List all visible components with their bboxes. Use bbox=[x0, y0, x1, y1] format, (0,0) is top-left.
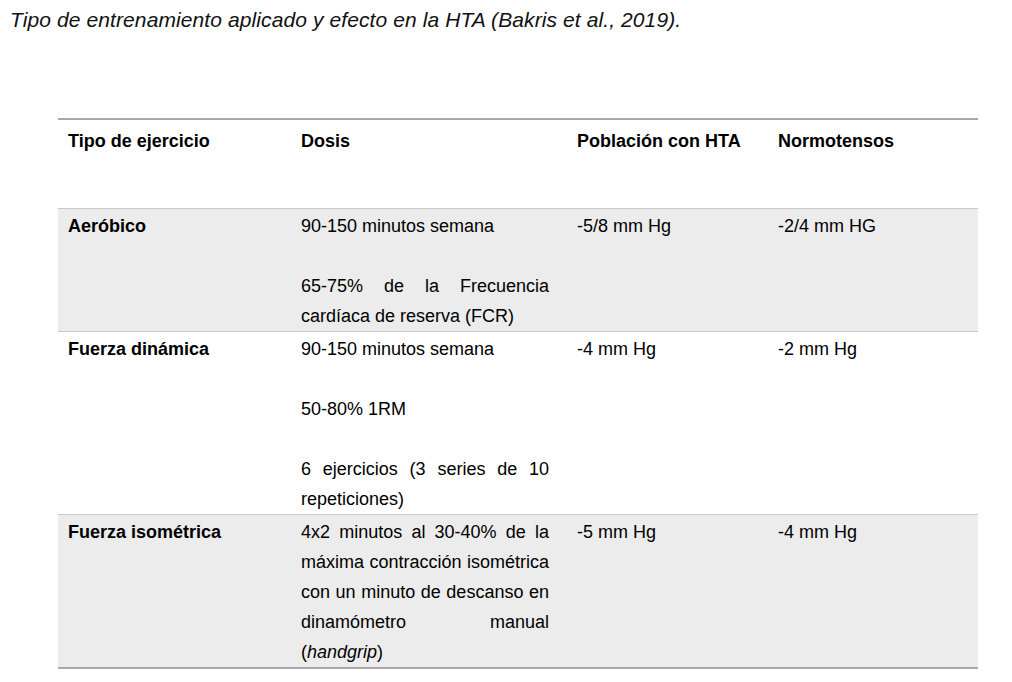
col-header-normotensos: Normotensos bbox=[768, 119, 978, 209]
table-row-fuerza-dinamica: Fuerza dinámica 90-150 minutos semana 50… bbox=[58, 332, 978, 515]
dosis-paragraph: 90-150 minutos semana bbox=[301, 211, 549, 241]
document-page: Tipo de entrenamiento aplicado y efecto … bbox=[0, 0, 1012, 682]
cell-tipo-ejercicio: Fuerza isométrica bbox=[58, 515, 291, 669]
col-header-poblacion-con-hta: Población con HTA bbox=[567, 119, 768, 209]
cell-normotensos: -2/4 mm HG bbox=[768, 209, 978, 332]
cell-tipo-ejercicio: Fuerza dinámica bbox=[58, 332, 291, 515]
dosis-text: ) bbox=[377, 642, 383, 662]
cell-poblacion-hta: -5/8 mm Hg bbox=[567, 209, 768, 332]
cell-dosis: 90-150 minutos semana 50-80% 1RM 6 ejerc… bbox=[291, 332, 567, 515]
dosis-text: 4x2 minutos al 30-40% de la máxima contr… bbox=[301, 522, 549, 662]
col-header-tipo-de-ejercicio: Tipo de ejercicio bbox=[58, 119, 291, 209]
cell-tipo-ejercicio: Aeróbico bbox=[58, 209, 291, 332]
header-row: Tipo de ejercicio Dosis Población con HT… bbox=[58, 119, 978, 209]
training-effects-table: Tipo de ejercicio Dosis Población con HT… bbox=[58, 118, 978, 669]
cell-dosis: 4x2 minutos al 30-40% de la máxima contr… bbox=[291, 515, 567, 669]
table-row-fuerza-isometrica: Fuerza isométrica 4x2 minutos al 30-40% … bbox=[58, 515, 978, 669]
dosis-paragraph: 50-80% 1RM bbox=[301, 394, 549, 424]
handgrip-italic-term: handgrip bbox=[307, 642, 377, 662]
dosis-paragraph: 4x2 minutos al 30-40% de la máxima contr… bbox=[301, 517, 549, 667]
dosis-paragraph: 6 ejercicios (3 series de 10 repeticione… bbox=[301, 454, 549, 514]
dosis-paragraph: 65-75% de la Frecuencia cardíaca de rese… bbox=[301, 271, 549, 331]
cell-normotensos: -4 mm Hg bbox=[768, 515, 978, 669]
cell-dosis: 90-150 minutos semana 65-75% de la Frecu… bbox=[291, 209, 567, 332]
col-header-dosis: Dosis bbox=[291, 119, 567, 209]
cell-poblacion-hta: -4 mm Hg bbox=[567, 332, 768, 515]
dosis-paragraph: 90-150 minutos semana bbox=[301, 334, 549, 364]
cell-normotensos: -2 mm Hg bbox=[768, 332, 978, 515]
cell-poblacion-hta: -5 mm Hg bbox=[567, 515, 768, 669]
table-caption: Tipo de entrenamiento aplicado y efecto … bbox=[10, 8, 681, 32]
table-row-aerobico: Aeróbico 90-150 minutos semana 65-75% de… bbox=[58, 209, 978, 332]
